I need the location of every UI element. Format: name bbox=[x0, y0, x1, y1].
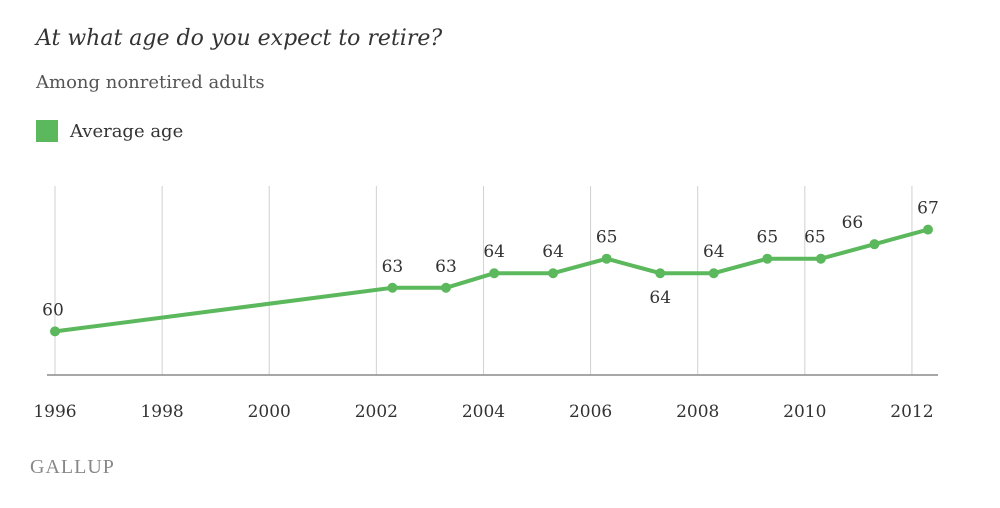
gallup-logo: GALLUP bbox=[30, 456, 115, 478]
x-tick-label-2000: 2000 bbox=[248, 402, 291, 422]
data-label: 60 bbox=[42, 300, 64, 320]
data-label: 63 bbox=[382, 257, 404, 277]
legend-swatch-average-age bbox=[36, 120, 58, 142]
legend-label-average-age: Average age bbox=[70, 120, 184, 142]
data-label: 65 bbox=[757, 228, 779, 248]
data-point bbox=[50, 326, 60, 337]
data-point bbox=[489, 268, 500, 279]
x-tick-label-2002: 2002 bbox=[355, 402, 398, 422]
data-point bbox=[708, 268, 719, 279]
x-tick-label-2012: 2012 bbox=[890, 402, 933, 422]
x-tick-label-2010: 2010 bbox=[783, 402, 826, 422]
data-label: 66 bbox=[842, 213, 864, 233]
data-point bbox=[762, 253, 773, 264]
data-label: 64 bbox=[542, 242, 564, 262]
data-point bbox=[601, 253, 612, 264]
data-point bbox=[655, 268, 666, 279]
grid-lines bbox=[54, 186, 913, 375]
series-line-average-age bbox=[53, 227, 930, 334]
x-tick-label-2004: 2004 bbox=[462, 402, 505, 422]
chart-title: At what age do you expect to retire? bbox=[36, 26, 443, 51]
data-point bbox=[869, 239, 880, 250]
x-tick-label-2006: 2006 bbox=[569, 402, 612, 422]
data-point bbox=[440, 282, 451, 293]
data-point bbox=[923, 224, 933, 235]
data-point bbox=[548, 268, 559, 279]
data-label: 65 bbox=[804, 228, 826, 248]
data-label: 64 bbox=[649, 288, 671, 308]
chart-subtitle: Among nonretired adults bbox=[36, 72, 265, 93]
data-label: 67 bbox=[917, 199, 939, 219]
x-tick-label-1998: 1998 bbox=[140, 402, 183, 422]
data-point bbox=[815, 253, 826, 264]
data-label: 64 bbox=[483, 242, 505, 262]
series-average-age bbox=[50, 224, 933, 337]
data-labels: 60 63 63 64 64 65 64 64 65 65 66 67 bbox=[42, 199, 939, 321]
x-tick-label-2008: 2008 bbox=[676, 402, 719, 422]
data-point bbox=[387, 282, 398, 293]
x-axis: 1996 1998 2000 2002 2004 2006 2008 2010 2012 bbox=[33, 374, 938, 422]
data-label: 64 bbox=[703, 242, 725, 262]
legend: Average age bbox=[36, 120, 183, 142]
data-label: 65 bbox=[596, 228, 618, 248]
data-label: 63 bbox=[435, 257, 457, 277]
x-tick-label-1996: 1996 bbox=[33, 402, 76, 422]
